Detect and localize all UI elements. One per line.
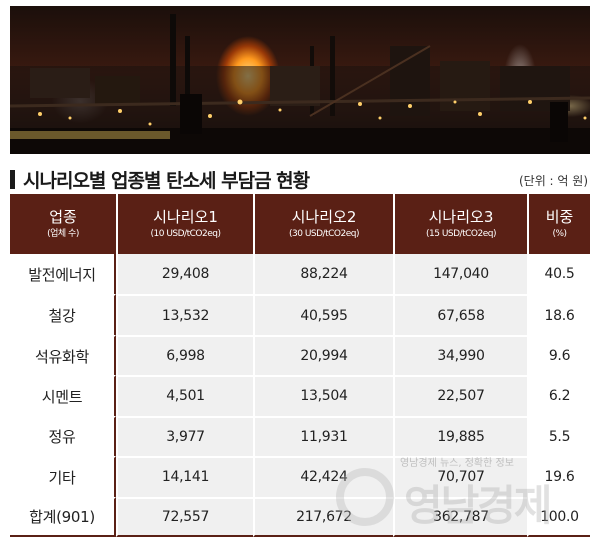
share-cell: 18.6 xyxy=(527,294,590,335)
header-share-sub: (%) xyxy=(552,229,567,239)
header-scenario1-label: 시나리오1 xyxy=(153,208,218,226)
scenario1-cell: 6,998 xyxy=(116,334,253,376)
scenario2-cell: 40,595 xyxy=(253,294,393,335)
table-title: 시나리오별 업종별 탄소세 부담금 현황 xyxy=(23,170,310,192)
header-industry-sub: (업체 수) xyxy=(47,229,79,239)
header-scenario3-sub: (15 USD/tCO2eq) xyxy=(426,229,496,239)
title-marker xyxy=(10,170,15,189)
scenario1-cell: 13,532 xyxy=(116,294,253,335)
share-cell: 19.6 xyxy=(527,456,590,497)
share-cell: 9.6 xyxy=(527,334,590,376)
industry-cell: 석유화학 xyxy=(10,334,116,376)
scenario1-cell: 72,557 xyxy=(116,496,253,537)
header-industry: 업종 (업체 수) xyxy=(10,194,116,254)
header-scenario2: 시나리오2 (30 USD/tCO2eq) xyxy=(253,194,393,254)
total-row: 합계(901) 72,557 217,672 362,787 100.0 xyxy=(10,496,590,537)
industry-cell: 기타 xyxy=(10,456,116,497)
factory-skyline-illustration xyxy=(10,14,590,154)
scenario2-cell: 13,504 xyxy=(253,375,393,416)
scenario1-cell: 3,977 xyxy=(116,415,253,457)
table-row: 시멘트 4,501 13,504 22,507 6.2 xyxy=(10,375,590,416)
header-share: 비중 (%) xyxy=(527,194,590,254)
industry-cell: 합계(901) xyxy=(10,496,116,537)
header-share-label: 비중 xyxy=(545,208,574,226)
scenario3-cell: 34,990 xyxy=(393,334,527,376)
carbon-tax-table: 업종 (업체 수) 시나리오1 (10 USD/tCO2eq) 시나리오2 (3… xyxy=(10,194,590,537)
scenario2-cell: 217,672 xyxy=(253,496,393,537)
industry-cell: 시멘트 xyxy=(10,375,116,416)
scenario2-cell: 88,224 xyxy=(253,254,393,295)
industry-cell: 정유 xyxy=(10,415,116,457)
table-row: 정유 3,977 11,931 19,885 5.5 xyxy=(10,415,590,457)
table-title-bar: 시나리오별 업종별 탄소세 부담금 현황 (단위 : 억 원) xyxy=(10,164,590,194)
table-row: 석유화학 6,998 20,994 34,990 9.6 xyxy=(10,334,590,376)
header-scenario3-label: 시나리오3 xyxy=(428,208,494,226)
industrial-plant-photo xyxy=(10,6,590,154)
table-row: 철강 13,532 40,595 67,658 18.6 xyxy=(10,294,590,335)
scenario3-cell: 19,885 xyxy=(393,415,527,457)
table-row: 기타 14,141 42,424 70,707 19.6 xyxy=(10,456,590,497)
scenario3-cell: 70,707 xyxy=(393,456,527,497)
scenario1-cell: 29,408 xyxy=(116,254,253,295)
share-cell: 40.5 xyxy=(527,254,590,295)
share-cell: 100.0 xyxy=(527,496,590,537)
scenario2-cell: 11,931 xyxy=(253,415,393,457)
header-scenario2-label: 시나리오2 xyxy=(291,208,357,226)
scenario3-cell: 67,658 xyxy=(393,294,527,335)
header-scenario3: 시나리오3 (15 USD/tCO2eq) xyxy=(393,194,527,254)
header-scenario2-sub: (30 USD/tCO2eq) xyxy=(289,229,359,239)
scenario3-cell: 22,507 xyxy=(393,375,527,416)
scenario2-cell: 42,424 xyxy=(253,456,393,497)
table-header-row: 업종 (업체 수) 시나리오1 (10 USD/tCO2eq) 시나리오2 (3… xyxy=(10,194,590,254)
header-industry-label: 업종 xyxy=(49,208,77,226)
scenario2-cell: 20,994 xyxy=(253,334,393,376)
header-scenario1-sub: (10 USD/tCO2eq) xyxy=(150,229,221,239)
header-scenario1: 시나리오1 (10 USD/tCO2eq) xyxy=(116,194,253,254)
share-cell: 5.5 xyxy=(527,415,590,457)
industry-cell: 발전에너지 xyxy=(10,254,116,295)
table-row: 발전에너지 29,408 88,224 147,040 40.5 xyxy=(10,254,590,295)
scenario3-cell: 147,040 xyxy=(393,254,527,295)
scenario1-cell: 14,141 xyxy=(116,456,253,497)
scenario1-cell: 4,501 xyxy=(116,375,253,416)
unit-note: (단위 : 억 원) xyxy=(518,174,588,188)
industry-cell: 철강 xyxy=(10,294,116,335)
share-cell: 6.2 xyxy=(527,375,590,416)
scenario3-cell: 362,787 xyxy=(393,496,527,537)
